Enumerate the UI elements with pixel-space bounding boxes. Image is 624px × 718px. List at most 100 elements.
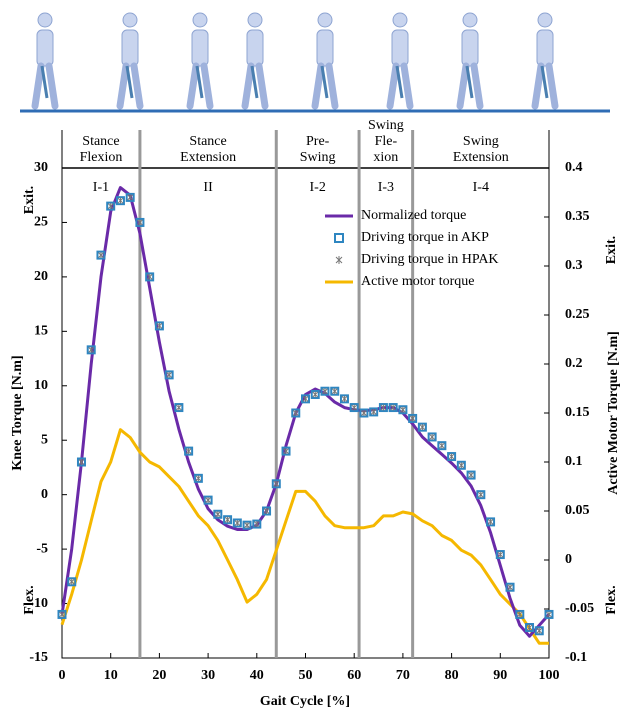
square-marker	[145, 272, 155, 282]
star-marker	[176, 404, 182, 411]
x-tick-label: 60	[347, 668, 361, 683]
star-marker	[516, 611, 523, 618]
y2-top-note: Exit.	[604, 236, 619, 264]
y2-tick-label: 0.25	[565, 307, 590, 322]
x-tick-label: 40	[250, 668, 264, 683]
phase-name: Flexion	[80, 150, 123, 165]
star-marker	[137, 219, 143, 226]
y2-tick-label: 0.05	[565, 503, 590, 518]
y-tick-label: 15	[34, 324, 48, 339]
square-marker	[262, 506, 272, 516]
y2-tick-label: 0.1	[565, 454, 583, 469]
star-marker	[117, 197, 124, 204]
phase-name: Extension	[453, 150, 509, 165]
y2-tick-label: 0.15	[565, 405, 590, 420]
y2-tick-label: -0.1	[565, 650, 587, 665]
phase-name: Extension	[180, 150, 236, 165]
star-marker	[59, 611, 65, 618]
y2-bottom-note: Flex.	[604, 585, 619, 614]
square-marker	[456, 460, 466, 470]
square-marker	[378, 403, 388, 413]
square-marker	[476, 490, 486, 500]
square-marker	[427, 432, 437, 442]
star-marker	[253, 521, 260, 528]
square-marker	[252, 519, 262, 529]
square-marker	[174, 403, 184, 413]
star-marker	[107, 203, 114, 210]
square-marker	[349, 403, 359, 413]
star-marker	[185, 448, 192, 455]
star-marker	[380, 404, 387, 411]
square-marker	[125, 192, 135, 202]
star-marker	[536, 627, 543, 634]
square-marker	[213, 509, 223, 519]
legend-label: Active motor torque	[361, 274, 475, 289]
star-marker	[361, 410, 367, 416]
square-marker	[398, 405, 408, 415]
square-marker	[76, 457, 86, 467]
square-marker	[96, 250, 106, 260]
y-top-note: Exit.	[22, 186, 37, 214]
square-marker	[67, 577, 77, 587]
y2-tick-label: -0.05	[565, 601, 594, 616]
square-marker	[359, 408, 369, 418]
legend-swatch	[335, 256, 343, 264]
y-tick-label: 30	[34, 160, 48, 175]
star-marker	[127, 194, 134, 201]
x-tick-label: 90	[493, 668, 507, 683]
star-marker	[224, 516, 231, 523]
square-marker	[339, 394, 349, 404]
star-marker	[331, 388, 338, 395]
square-marker	[115, 196, 125, 206]
square-marker	[369, 407, 379, 417]
star-marker	[273, 480, 280, 487]
y2-tick-label: 0.3	[565, 258, 583, 273]
square-marker	[135, 217, 145, 227]
x-tick-label: 10	[104, 668, 118, 683]
square-marker	[203, 495, 213, 505]
star-marker	[283, 448, 289, 455]
x-axis-label: Gait Cycle [%]	[260, 694, 350, 709]
square-marker	[330, 386, 340, 396]
star-marker	[195, 475, 202, 482]
square-marker	[164, 370, 174, 380]
star-marker	[341, 395, 348, 402]
y-tick-label: 5	[41, 432, 48, 447]
star-marker	[156, 322, 163, 329]
legend-label: Normalized torque	[361, 208, 466, 223]
star-marker	[68, 578, 75, 585]
star-marker	[477, 491, 484, 498]
phase-code: I-4	[473, 180, 489, 195]
square-marker	[495, 550, 505, 560]
star-marker	[214, 511, 221, 518]
y2-tick-label: 0.35	[565, 209, 590, 224]
y-tick-label: 0	[41, 487, 48, 502]
legend-label: Driving torque in HPAK	[361, 252, 499, 267]
star-marker	[146, 273, 153, 280]
square-marker	[466, 470, 476, 480]
square-marker	[544, 609, 554, 619]
star-marker	[370, 408, 377, 415]
star-marker	[439, 442, 445, 449]
square-marker	[232, 518, 242, 528]
star-marker	[78, 459, 85, 465]
square-marker	[106, 201, 116, 211]
star-marker	[312, 391, 319, 398]
phase-name: Swing	[300, 150, 336, 165]
square-marker	[57, 609, 67, 619]
star-marker	[400, 406, 406, 413]
star-marker	[322, 388, 328, 395]
square-marker	[408, 413, 418, 423]
star-marker	[88, 346, 95, 353]
square-marker	[271, 479, 281, 489]
x-tick-label: 100	[539, 668, 560, 683]
y2-tick-label: 0.4	[565, 160, 583, 175]
legend-label: Driving torque in AKP	[361, 230, 489, 245]
y-tick-label: 10	[34, 378, 48, 393]
star-marker	[263, 508, 270, 514]
phase-name: Stance	[82, 134, 119, 149]
star-marker	[526, 624, 533, 631]
star-marker	[244, 522, 250, 529]
star-marker	[98, 252, 104, 259]
